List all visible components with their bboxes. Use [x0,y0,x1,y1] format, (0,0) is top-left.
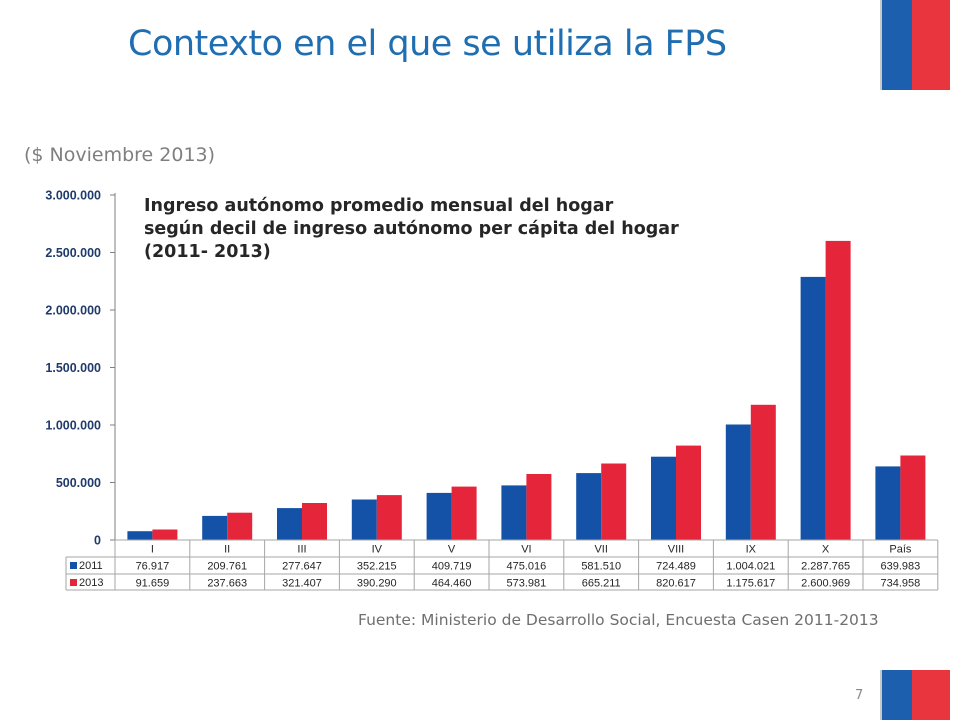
bar-2011-II [202,515,228,540]
x-category-label: IX [746,544,757,556]
bar-2011-VII [576,473,602,540]
y-tick-label: 0 [94,534,101,548]
bar-2011-X [800,276,826,540]
data-label-2013: 91.659 [136,578,170,590]
bar-2011-I [127,531,153,540]
data-label-2011: 581.510 [581,561,621,573]
data-label-2011: 409.719 [432,561,472,573]
legend-swatch-2011 [70,562,77,569]
y-tick-label: 1.500.000 [45,361,101,375]
legend-label-2013: 2013 [79,577,103,589]
chart-title-line: Ingreso autónomo promedio mensual del ho… [144,196,614,216]
bar-2011-IX [725,424,751,540]
data-label-2013: 237.663 [207,578,247,590]
x-category-label: III [297,544,306,556]
data-label-2011: 2.287.765 [801,561,850,573]
y-tick-label: 1.000.000 [45,419,101,433]
data-label-2013: 390.290 [357,578,397,590]
data-label-2013: 820.617 [656,578,696,590]
y-tick-label: 2.000.000 [45,304,101,318]
data-label-2011: 277.647 [282,561,322,573]
data-label-2013: 1.175.617 [726,578,775,590]
bar-2013-VIII [676,445,701,540]
x-category-label: VI [521,544,531,556]
data-label-2013: 464.460 [432,578,472,590]
currency-subtitle: ($ Noviembre 2013) [24,144,216,166]
data-label-2011: 724.489 [656,561,696,573]
bar-2013-III [302,503,327,540]
data-label-2011: 76.917 [136,561,170,573]
y-tick-label: 500.000 [56,476,101,490]
data-label-2013: 734.958 [881,578,921,590]
data-label-2011: 209.761 [207,561,247,573]
bar-2011-VI [501,485,527,540]
legend-label-2011: 2011 [79,560,103,572]
x-category-label: V [448,544,456,556]
x-category-label: X [822,544,830,556]
data-label-2013: 665.211 [582,578,621,590]
bar-2011-III [277,508,302,540]
x-category-label: VIII [668,544,685,556]
legend-swatch-2013 [70,579,77,586]
chile-flag-decoration-top [880,0,950,90]
data-label-2011: 639.983 [881,561,921,573]
bar-2013-VI [526,474,552,540]
bar-2013-VII [601,463,627,540]
x-category-label: País [889,544,912,556]
bar-2013-IV [376,495,402,540]
data-label-2013: 2.600.969 [801,578,850,590]
data-label-2013: 321.407 [282,578,322,590]
bar-2013-V [451,486,477,540]
data-label-2011: 352.215 [357,561,397,573]
bar-2011-V [426,492,452,540]
slide-title: Contexto en el que se utiliza la FPS [128,24,727,64]
chile-flag-decoration-bottom [880,670,950,720]
chart-title-line: según decil de ingreso autónomo per cápi… [144,219,679,239]
bar-2013-I [152,529,178,540]
bar-2011-IV [351,499,377,540]
bar-2013-II [227,512,253,540]
chart-title-line: (2011- 2013) [144,242,271,262]
bar-2013-País [900,455,926,540]
source-note: Fuente: Ministerio de Desarrollo Social,… [358,611,879,629]
bar-2013-IX [750,404,776,540]
y-tick-label: 2.500.000 [45,246,101,260]
income-bar-chart: 0 500.000 1.000.000 1.500.000 2.000.000 2.500… [45,189,939,591]
x-category-label: II [224,544,230,556]
x-category-label: IV [372,544,383,556]
data-label-2011: 1.004.021 [726,561,775,573]
bar-2011-VIII [651,456,676,540]
y-tick-label: 3.000.000 [45,189,101,203]
bar-2013-X [825,240,851,540]
data-label-2013: 573.981 [507,578,547,590]
data-label-2011: 475.016 [507,561,547,573]
x-category-label: VII [594,544,607,556]
bar-2011-País [875,466,901,540]
x-category-label: I [151,544,154,556]
page-number: 7 [855,688,864,703]
